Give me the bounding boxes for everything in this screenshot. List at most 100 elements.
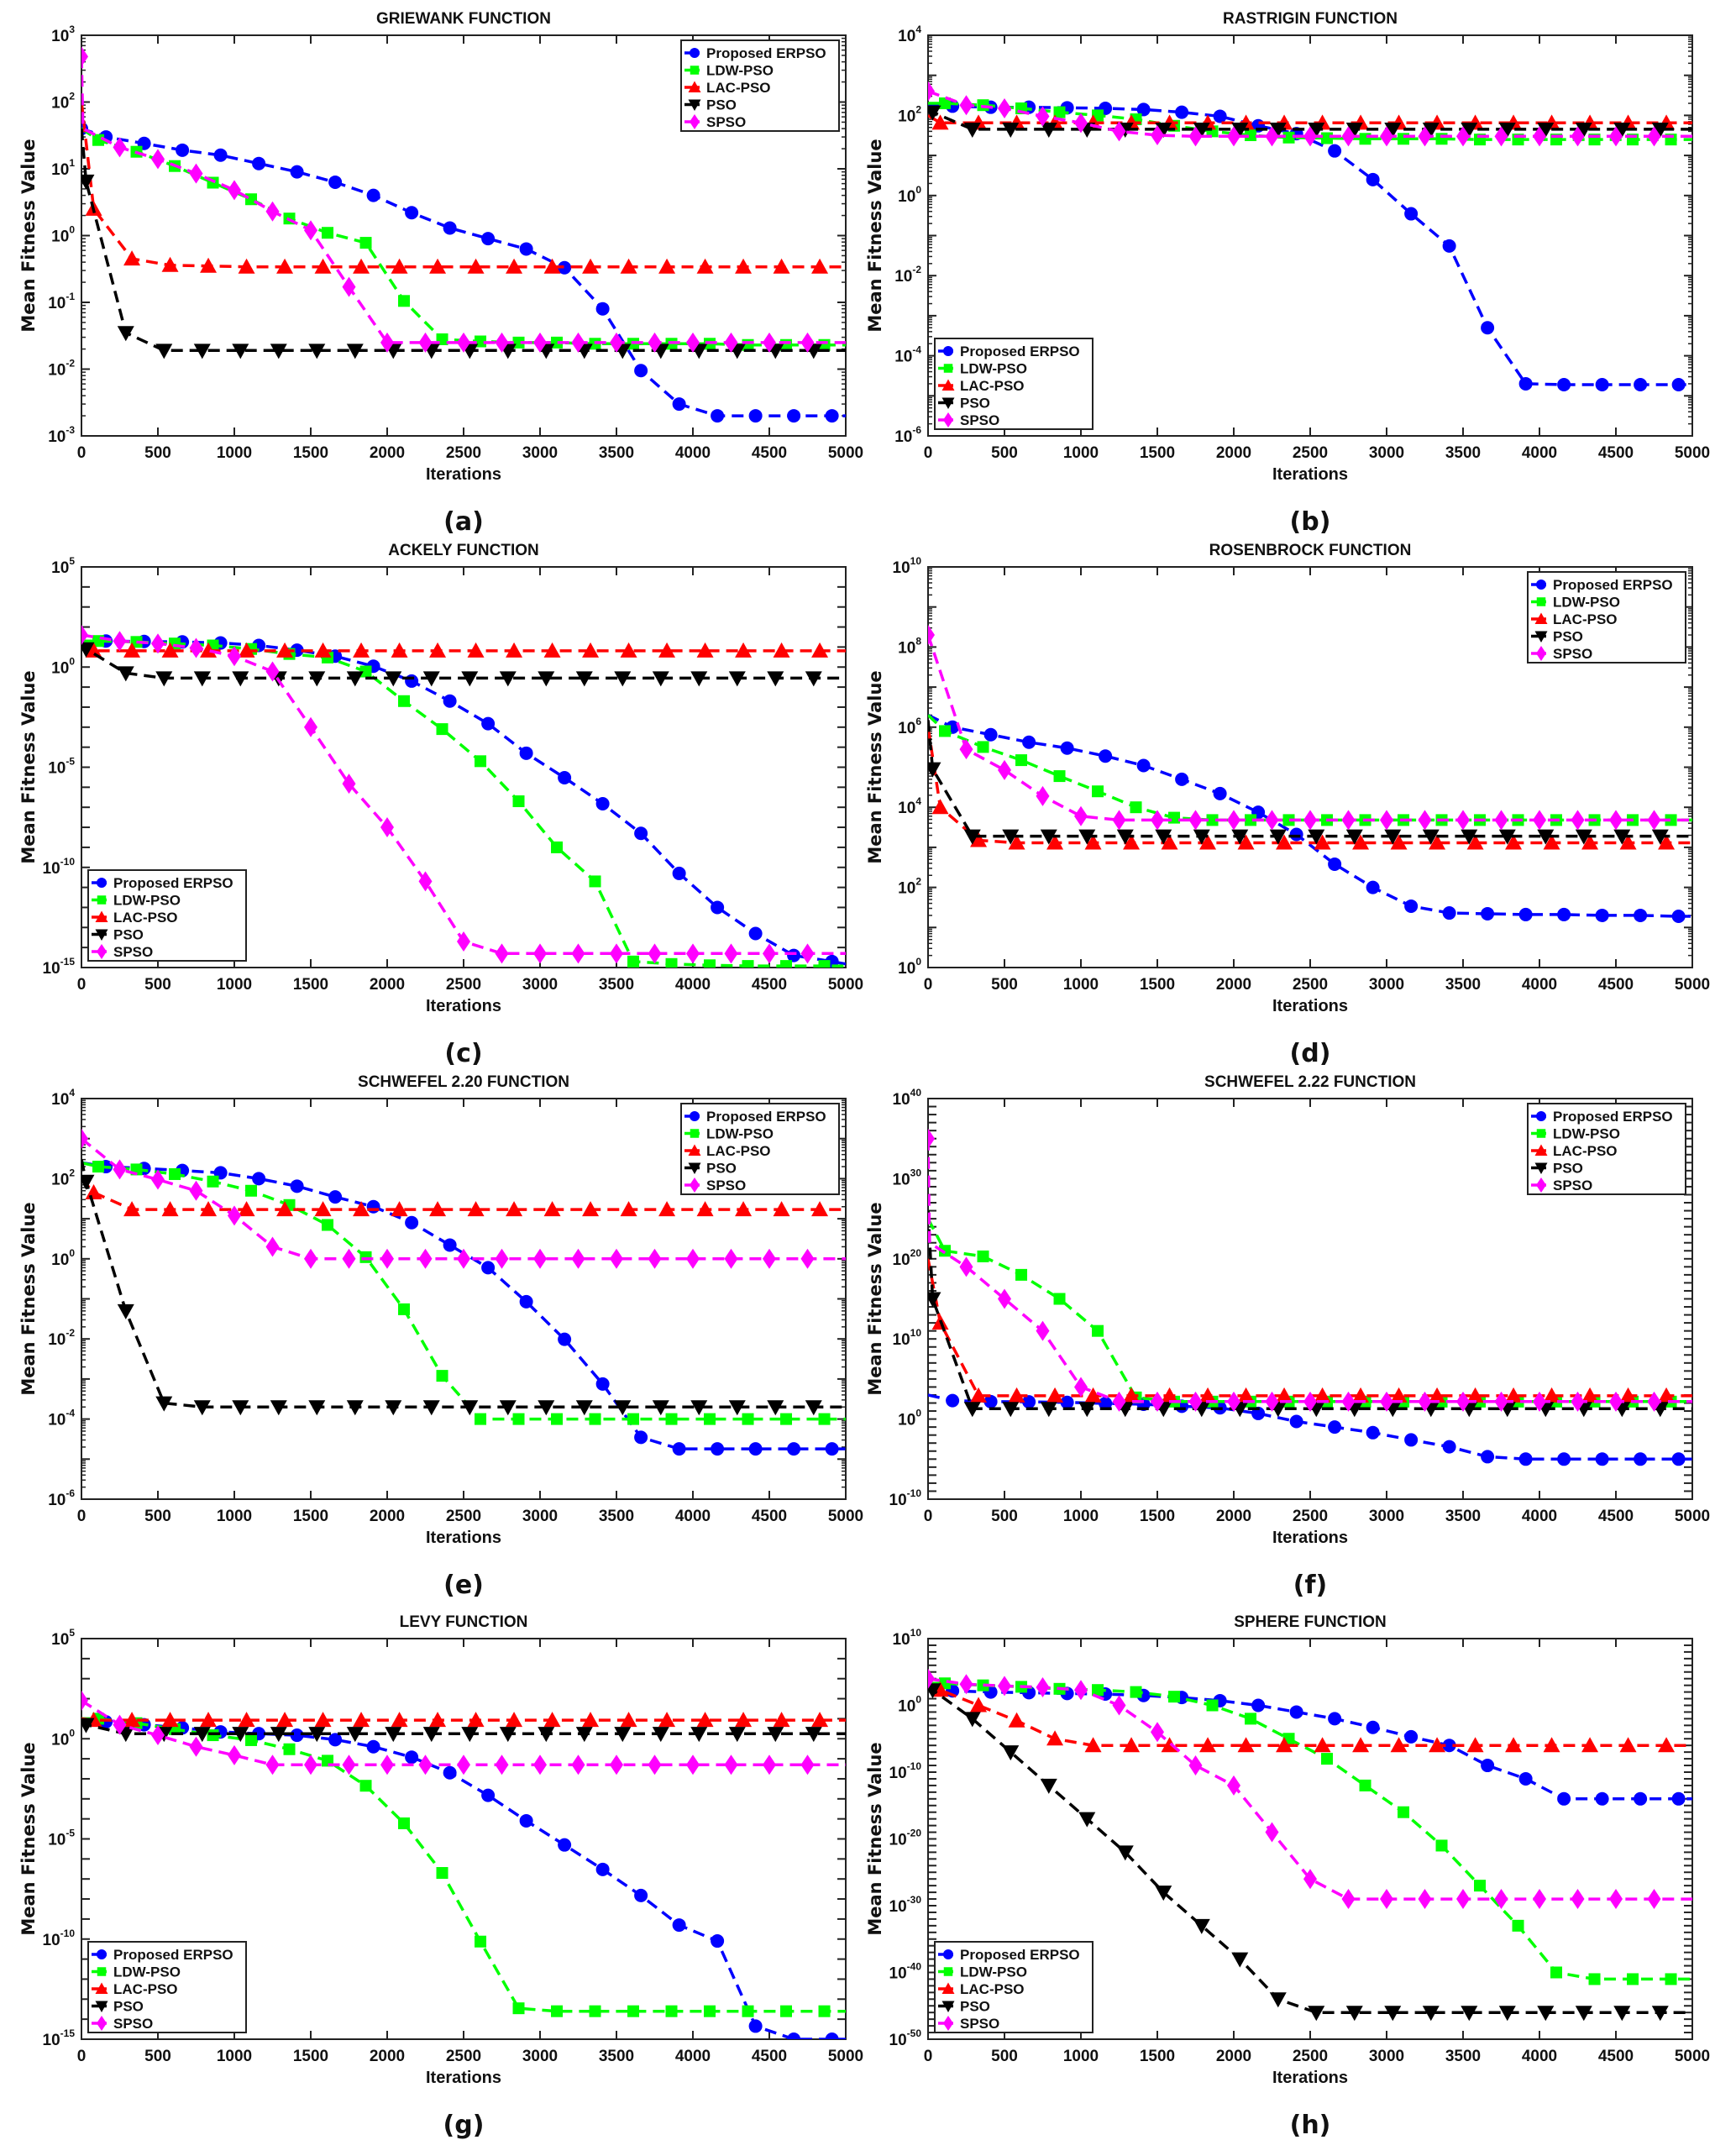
data-point-ldw-pso bbox=[359, 1251, 372, 1263]
data-point-pso bbox=[155, 344, 173, 359]
data-point-spso bbox=[228, 646, 241, 667]
data-point-spso bbox=[113, 1714, 127, 1735]
data-point-spso bbox=[342, 1248, 356, 1269]
legend-label: PSO bbox=[960, 396, 990, 412]
data-point-ldw-pso bbox=[977, 1250, 989, 1262]
x-tick-label: 3000 bbox=[522, 976, 558, 994]
x-tick-label: 3500 bbox=[599, 444, 634, 462]
data-point-spso bbox=[571, 1754, 585, 1775]
data-point-pso bbox=[1116, 1845, 1134, 1861]
data-point-proposed-erpso bbox=[1481, 1759, 1495, 1773]
data-point-proposed-erpso bbox=[1366, 1720, 1380, 1734]
data-point-spso bbox=[1074, 113, 1088, 134]
series-lac-pso bbox=[928, 1258, 1692, 1403]
y-tick-label: 10-10 bbox=[889, 1760, 922, 1782]
legend-label: LAC-PSO bbox=[1553, 1143, 1618, 1159]
data-point-proposed-erpso bbox=[405, 206, 419, 220]
legend-item-ldw-pso: LDW-PSO bbox=[684, 1126, 774, 1142]
chart-title: LEVY FUNCTION bbox=[400, 1613, 528, 1631]
data-point-proposed-erpso bbox=[328, 1190, 343, 1204]
x-tick-label: 3500 bbox=[599, 2048, 634, 2065]
series-line-lac-pso bbox=[928, 1258, 1692, 1398]
data-point-pso bbox=[538, 1400, 555, 1416]
x-tick-label: 2500 bbox=[1293, 444, 1328, 462]
data-point-spso bbox=[1647, 1391, 1661, 1412]
y-tick-label: 1030 bbox=[893, 1167, 922, 1188]
data-point-proposed-erpso bbox=[672, 1442, 686, 1456]
data-point-proposed-erpso bbox=[1404, 1729, 1419, 1744]
data-point-pso bbox=[1345, 829, 1363, 845]
data-point-lac-pso bbox=[582, 1201, 600, 1217]
data-point-ldw-pso bbox=[589, 875, 601, 888]
data-point-lac-pso bbox=[970, 831, 988, 847]
data-point-spso bbox=[1494, 126, 1508, 147]
legend-item-pso: PSO bbox=[684, 97, 737, 113]
data-point-spso bbox=[418, 332, 433, 353]
data-point-spso bbox=[571, 1248, 585, 1269]
legend-marker-pso bbox=[95, 2001, 108, 2012]
data-point-ldw-pso bbox=[1665, 814, 1677, 826]
series-pso bbox=[81, 1159, 846, 1416]
x-tick-label: 4000 bbox=[675, 1508, 711, 1525]
legend-box bbox=[680, 1103, 840, 1195]
data-point-proposed-erpso bbox=[519, 1294, 533, 1309]
x-tick-label: 3000 bbox=[522, 444, 558, 462]
data-point-proposed-erpso bbox=[558, 260, 572, 275]
legend-marker-spso bbox=[97, 944, 107, 959]
data-point-ldw-pso bbox=[780, 960, 793, 968]
panel-label: (b) bbox=[1290, 507, 1331, 537]
data-point-spso bbox=[1456, 126, 1470, 147]
data-point-pso bbox=[499, 1400, 517, 1416]
y-tick-label: 1020 bbox=[893, 1247, 922, 1269]
data-point-pso bbox=[1498, 829, 1516, 845]
x-tick-label: 4000 bbox=[1522, 2048, 1557, 2065]
data-point-proposed-erpso bbox=[1175, 772, 1189, 786]
data-point-spso bbox=[928, 1668, 935, 1689]
data-point-spso bbox=[1227, 810, 1240, 831]
data-point-proposed-erpso bbox=[825, 409, 839, 423]
data-point-ldw-pso bbox=[322, 227, 334, 239]
data-point-proposed-erpso bbox=[519, 1813, 533, 1828]
data-point-ldw-pso bbox=[245, 1184, 258, 1197]
legend-label: PSO bbox=[113, 1999, 144, 2015]
data-point-proposed-erpso bbox=[1595, 378, 1609, 392]
data-point-pso bbox=[1002, 829, 1020, 845]
data-point-proposed-erpso bbox=[1442, 1440, 1456, 1454]
data-point-ldw-pso bbox=[398, 1817, 411, 1829]
x-tick-label: 1000 bbox=[217, 2048, 252, 2065]
legend-box bbox=[680, 39, 840, 132]
data-point-pso bbox=[270, 1400, 287, 1416]
data-point-spso bbox=[1265, 1391, 1279, 1412]
data-point-spso bbox=[342, 276, 356, 297]
data-point-pso bbox=[270, 1727, 287, 1743]
data-point-proposed-erpso bbox=[595, 302, 610, 316]
data-point-ldw-pso bbox=[1245, 1713, 1257, 1725]
legend-label: PSO bbox=[113, 927, 144, 943]
y-tick-label: 1010 bbox=[893, 555, 922, 577]
data-point-spso bbox=[1227, 1391, 1240, 1412]
data-point-ldw-pso bbox=[665, 2005, 678, 2017]
data-point-spso bbox=[1418, 810, 1432, 831]
x-tick-label: 3000 bbox=[1369, 444, 1404, 462]
chart-panel-e: SCHWEFEL 2.20 FUNCTION 0 500 1000 1500 2000 25… bbox=[0, 1063, 868, 1600]
chart-title: ACKELY FUNCTION bbox=[388, 542, 538, 559]
data-point-pso bbox=[1613, 122, 1631, 138]
data-point-spso bbox=[648, 1754, 662, 1775]
data-point-pso bbox=[614, 1400, 632, 1416]
data-point-proposed-erpso bbox=[1060, 1395, 1074, 1409]
legend-label: Proposed ERPSO bbox=[960, 344, 1080, 359]
y-tick-label: 108 bbox=[898, 635, 921, 657]
legend-marker-proposed-erpso bbox=[97, 878, 107, 888]
data-point-lac-pso bbox=[735, 1201, 753, 1217]
data-point-ldw-pso bbox=[436, 1867, 448, 1880]
series-line-spso bbox=[81, 56, 846, 344]
data-point-lac-pso bbox=[1123, 834, 1141, 850]
data-point-spso bbox=[610, 1754, 623, 1775]
data-point-pso bbox=[1575, 122, 1592, 138]
data-point-proposed-erpso bbox=[711, 409, 725, 423]
legend-box bbox=[934, 338, 1094, 430]
data-point-proposed-erpso bbox=[558, 1838, 572, 1852]
data-point-ldw-pso bbox=[398, 695, 411, 707]
series-ldw-pso bbox=[81, 1161, 846, 1425]
data-point-ldw-pso bbox=[207, 1729, 219, 1742]
